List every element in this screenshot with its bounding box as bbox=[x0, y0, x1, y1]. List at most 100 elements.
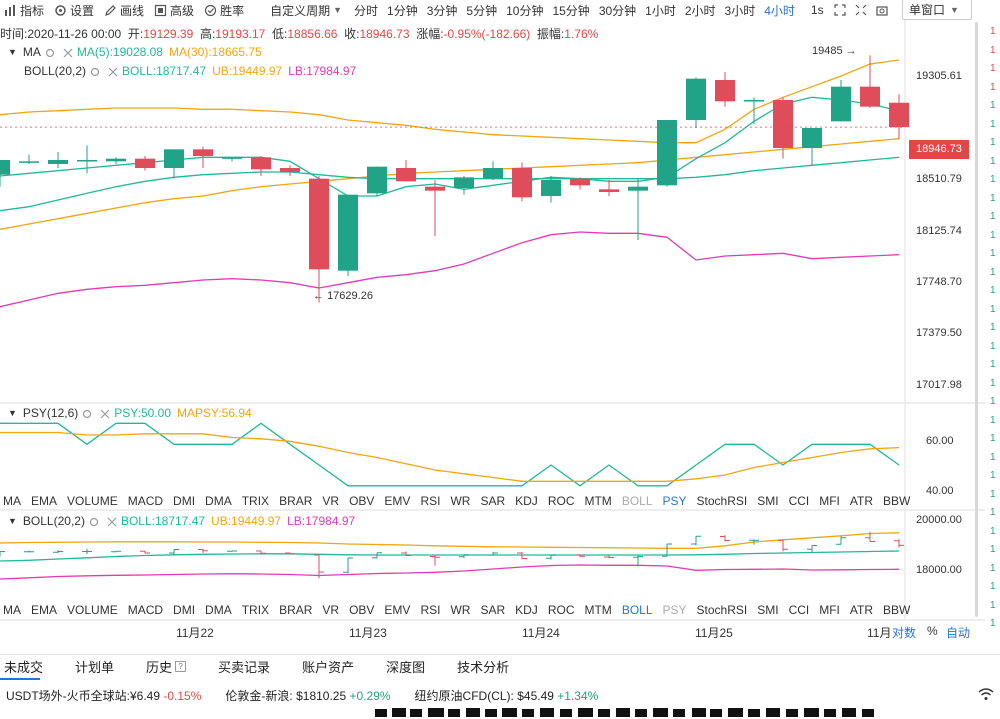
indicator-tab-mfi[interactable]: MFI bbox=[819, 603, 840, 617]
period-3min[interactable]: 3分钟 bbox=[426, 3, 458, 18]
indicator-tab-cci[interactable]: CCI bbox=[788, 494, 810, 508]
close-icon[interactable] bbox=[108, 66, 118, 77]
tab-history[interactable]: 历史? bbox=[146, 657, 187, 676]
collapse-icon[interactable]: ▼ bbox=[8, 408, 17, 418]
period-timeline[interactable]: 分时 bbox=[354, 3, 379, 18]
indicator-tab-emv[interactable]: EMV bbox=[384, 494, 411, 508]
indicator-tab-stochrsi[interactable]: StochRSI bbox=[696, 494, 748, 508]
log-scale-toggle[interactable]: 对数 bbox=[892, 626, 917, 640]
indicator-tab-mfi[interactable]: MFI bbox=[819, 494, 840, 508]
auto-scale-toggle[interactable]: 自动 bbox=[946, 626, 971, 640]
draw-button[interactable]: 画线 bbox=[120, 3, 145, 18]
indicator-tab-bbw[interactable]: BBW bbox=[883, 494, 911, 508]
indicator-tab-vr[interactable]: VR bbox=[322, 494, 340, 508]
winrate-button[interactable]: 胜率 bbox=[220, 3, 245, 18]
indicator-tab-rsi[interactable]: RSI bbox=[420, 603, 441, 617]
indicator-tab-boll[interactable]: BOLL bbox=[621, 494, 653, 508]
period-4h[interactable]: 4小时 bbox=[764, 3, 795, 18]
indicator-tab-atr[interactable]: ATR bbox=[849, 494, 874, 508]
price-chart[interactable]: 19305.61 18510.79 18125.74 17748.70 1737… bbox=[0, 0, 985, 650]
chart-scrollbar[interactable] bbox=[975, 22, 978, 617]
period-5min[interactable]: 5分钟 bbox=[466, 3, 498, 18]
collapse-icon[interactable]: ▼ bbox=[8, 47, 17, 57]
indicator-tab-ema[interactable]: EMA bbox=[31, 603, 58, 617]
tab-account-assets[interactable]: 账户资产 bbox=[302, 660, 355, 675]
indicator-tab-psy[interactable]: PSY bbox=[662, 603, 687, 617]
indicator-tab-trix[interactable]: TRIX bbox=[241, 494, 270, 508]
indicator-tab-kdj[interactable]: KDJ bbox=[515, 494, 538, 508]
indicator-tab-stochrsi[interactable]: StochRSI bbox=[696, 603, 748, 617]
custom-period-dropdown[interactable]: 自定义周期 bbox=[270, 3, 331, 18]
indicator-tab-sar[interactable]: SAR bbox=[480, 494, 506, 508]
close-icon[interactable] bbox=[63, 47, 73, 58]
indicator-tab-trix[interactable]: TRIX bbox=[241, 603, 270, 617]
speed-button[interactable]: 1s bbox=[810, 3, 824, 17]
indicator-tab-vr[interactable]: VR bbox=[322, 603, 340, 617]
indicator-tab-obv[interactable]: OBV bbox=[349, 494, 375, 508]
indicator-button[interactable]: 指标 bbox=[20, 3, 45, 18]
indicator-tab-smi[interactable]: SMI bbox=[757, 494, 779, 508]
indicator-tab-emv[interactable]: EMV bbox=[384, 603, 411, 617]
indicator-tab-macd[interactable]: MACD bbox=[127, 603, 164, 617]
indicator-tab-macd[interactable]: MACD bbox=[127, 494, 164, 508]
indicator-tab-sar[interactable]: SAR bbox=[480, 603, 506, 617]
indicator-tab-psy[interactable]: PSY bbox=[662, 494, 687, 508]
indicator-tab-wr[interactable]: WR bbox=[450, 603, 471, 617]
indicator-tab-ma[interactable]: MA bbox=[3, 603, 21, 617]
indicator-tab-bbw[interactable]: BBW bbox=[883, 603, 911, 617]
collapse-icon[interactable]: ▼ bbox=[8, 516, 17, 526]
window-mode-select[interactable]: 单窗口 ▼ bbox=[902, 0, 972, 20]
camera-icon[interactable] bbox=[876, 4, 888, 16]
tab-trade-records[interactable]: 买卖记录 bbox=[218, 660, 271, 675]
indicator-tab-roc[interactable]: ROC bbox=[547, 494, 575, 508]
indicator-tab-brar[interactable]: BRAR bbox=[279, 603, 313, 617]
tab-open-orders[interactable]: 未成交 bbox=[4, 660, 44, 675]
indicator-tab-dma[interactable]: DMA bbox=[205, 494, 232, 508]
ticker-item[interactable]: USDT场外-火币全球站:¥6.49 -0.15% bbox=[6, 687, 201, 704]
gear-icon[interactable] bbox=[90, 66, 100, 77]
chevron-down-icon[interactable]: ▼ bbox=[333, 5, 343, 15]
indicator-tab-wr[interactable]: WR bbox=[450, 494, 471, 508]
indicator-tab-obv[interactable]: OBV bbox=[349, 603, 375, 617]
percent-scale-toggle[interactable]: % bbox=[927, 624, 938, 638]
gear-icon[interactable] bbox=[45, 47, 55, 58]
indicator-tab-smi[interactable]: SMI bbox=[757, 603, 779, 617]
period-1min[interactable]: 1分钟 bbox=[387, 3, 418, 18]
indicator-tab-rsi[interactable]: RSI bbox=[420, 494, 441, 508]
period-10min[interactable]: 10分钟 bbox=[506, 3, 544, 18]
indicator-tab-roc[interactable]: ROC bbox=[547, 603, 575, 617]
period-15min[interactable]: 15分钟 bbox=[552, 3, 590, 18]
fullscreen-icon[interactable] bbox=[855, 4, 867, 16]
indicator-tab-dma[interactable]: DMA bbox=[205, 603, 232, 617]
indicator-tab-ma[interactable]: MA bbox=[3, 494, 21, 508]
indicator-tab-volume[interactable]: VOLUME bbox=[67, 603, 118, 617]
gear-icon[interactable] bbox=[89, 516, 99, 527]
advanced-button[interactable]: 高级 bbox=[170, 3, 195, 18]
period-30min[interactable]: 30分钟 bbox=[598, 3, 637, 18]
period-1h[interactable]: 1小时 bbox=[645, 3, 676, 18]
indicator-tab-atr[interactable]: ATR bbox=[849, 603, 874, 617]
tab-tech-analysis[interactable]: 技术分析 bbox=[457, 660, 510, 675]
indicator-tab-dmi[interactable]: DMI bbox=[173, 494, 196, 508]
gear-icon[interactable] bbox=[82, 408, 92, 419]
ticker-item[interactable]: 纽约原油CFD(CL): $45.49 +1.34% bbox=[415, 687, 599, 704]
tab-depth-chart[interactable]: 深度图 bbox=[386, 660, 426, 675]
close-icon[interactable] bbox=[100, 408, 110, 419]
indicator-tab-volume[interactable]: VOLUME bbox=[67, 494, 118, 508]
period-3h[interactable]: 3小时 bbox=[724, 3, 756, 18]
indicator-tab-kdj[interactable]: KDJ bbox=[515, 603, 538, 617]
indicator-tab-cci[interactable]: CCI bbox=[788, 603, 810, 617]
indicator-tab-mtm[interactable]: MTM bbox=[584, 494, 612, 508]
period-2h[interactable]: 2小时 bbox=[684, 3, 716, 18]
settings-button[interactable]: 设置 bbox=[70, 3, 95, 18]
tab-plan-orders[interactable]: 计划单 bbox=[75, 660, 115, 675]
expand-icon[interactable] bbox=[834, 4, 846, 16]
indicator-tab-dmi[interactable]: DMI bbox=[173, 603, 196, 617]
help-icon[interactable]: ? bbox=[175, 661, 187, 672]
indicator-tab-boll[interactable]: BOLL bbox=[621, 603, 653, 617]
indicator-tab-mtm[interactable]: MTM bbox=[584, 603, 612, 617]
close-icon[interactable] bbox=[107, 516, 117, 527]
indicator-tab-ema[interactable]: EMA bbox=[31, 494, 58, 508]
ticker-item[interactable]: 伦敦金-新浪: $1810.25 +0.29% bbox=[225, 687, 390, 704]
indicator-tab-brar[interactable]: BRAR bbox=[279, 494, 313, 508]
